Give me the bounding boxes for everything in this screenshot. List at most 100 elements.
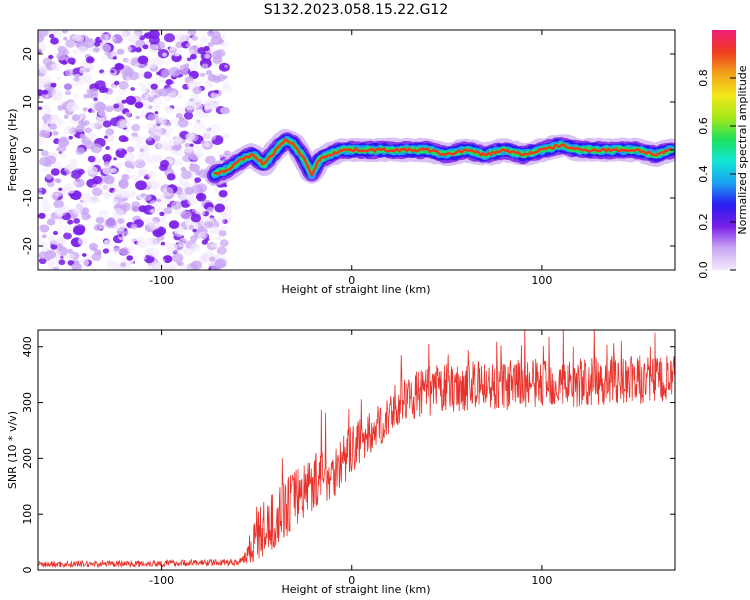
spectrogram-noise-blob xyxy=(175,41,184,49)
spectrogram-noise-blob xyxy=(118,234,123,237)
spectrogram-noise-blob xyxy=(174,136,183,143)
spectrogram-noise-blob xyxy=(118,147,123,151)
spectrogram-noise-blob xyxy=(134,143,141,149)
spectrogram-noise-blob xyxy=(208,83,214,88)
spectrogram-noise-blob xyxy=(196,193,204,200)
spectrogram-noise-blob xyxy=(218,190,228,198)
spectrogram-noise-blob xyxy=(184,100,196,111)
spectrogram-noise-blob xyxy=(73,218,80,224)
spectrogram-noise-blob xyxy=(121,108,130,115)
snr-series-line xyxy=(38,330,675,569)
spectrogram-noise-blob xyxy=(138,73,145,80)
spectrogram-noise-blob xyxy=(115,148,128,159)
spectrogram-noise-blob xyxy=(221,219,228,224)
spectrogram-noise-blob xyxy=(219,154,224,159)
spectrogram-noise-blob xyxy=(195,151,204,158)
spectrogram-noise-blob xyxy=(144,247,155,256)
spectrogram-noise-blob xyxy=(169,149,177,156)
spectrogram-noise-blob xyxy=(130,165,135,169)
y-tick-label: 0 xyxy=(21,147,34,154)
spectrogram-noise-blob xyxy=(168,220,180,229)
spectrogram-noise-blob xyxy=(39,129,47,137)
spectrogram-noise-blob xyxy=(213,242,220,248)
spectrogram-noise-blob xyxy=(125,230,133,236)
spectrogram-noise-blob xyxy=(182,154,192,163)
spectrogram-noise-blob xyxy=(95,102,107,112)
spectrogram-noise-blob xyxy=(121,99,127,104)
spectrogram-noise-blob xyxy=(180,170,192,180)
spectrogram-noise-blob xyxy=(102,192,107,196)
spectrogram-noise-layer xyxy=(38,30,232,270)
spectrogram-noise-blob xyxy=(199,72,206,78)
spectrogram-noise-blob xyxy=(53,31,63,39)
spectrogram-noise-blob xyxy=(41,167,48,173)
spectrogram-noise-blob xyxy=(158,116,168,124)
spectrogram-noise-blob xyxy=(180,210,192,220)
spectrogram-noise-blob xyxy=(82,253,87,257)
spectrogram-noise-blob xyxy=(167,203,173,208)
spectrogram-noise-blob xyxy=(87,155,96,163)
spectrogram-noise-blob xyxy=(205,155,216,165)
spectrogram-noise-blob xyxy=(222,132,231,140)
spectrogram-noise-blob xyxy=(71,114,81,121)
spectrogram-noise-blob xyxy=(71,262,82,270)
spectrogram-noise-blob xyxy=(127,246,136,253)
spectrogram-noise-blob xyxy=(219,239,229,247)
spectrogram-noise-blob xyxy=(154,111,159,115)
colorbar-tick-label: 0.2 xyxy=(697,213,710,231)
spectrogram-noise-blob xyxy=(84,127,92,134)
spectrogram-noise-blob xyxy=(72,48,78,54)
spectrogram-noise-blob xyxy=(60,256,64,259)
spectrogram-noise-blob xyxy=(203,45,210,52)
spectrogram-noise-blob xyxy=(190,243,201,253)
spectrogram-noise-blob xyxy=(53,230,58,236)
spectrogram-noise-blob xyxy=(148,247,160,258)
spectrogram-noise-blob xyxy=(158,68,170,78)
colorbar-bar xyxy=(712,30,736,270)
spectrogram-noise-blob xyxy=(139,82,144,87)
spectrogram-noise-blob xyxy=(46,218,56,226)
spectrogram-noise-blob xyxy=(189,143,194,147)
spectrogram-noise-blob xyxy=(38,30,49,38)
spectrogram-noise-blob xyxy=(196,183,208,193)
spectrogram-noise-blob xyxy=(44,249,57,260)
spectrogram-noise-blob xyxy=(135,155,144,162)
spectrogram-noise-blob xyxy=(105,105,114,113)
spectrogram-noise-blob xyxy=(50,243,58,250)
spectrogram-noise-blob xyxy=(147,114,156,121)
spectrogram-noise-blob xyxy=(118,180,129,189)
spectrogram-noise-blob xyxy=(118,135,128,143)
spectrogram-noise-blob xyxy=(98,183,108,191)
spectrogram-noise-blob xyxy=(101,71,108,77)
spectrogram-noise-blob xyxy=(164,120,172,127)
spectrogram-noise-blob xyxy=(73,94,80,99)
spectrogram-noise-blob xyxy=(196,109,203,115)
spectrogram-noise-blob xyxy=(204,221,213,229)
spectrogram-noise-blob xyxy=(192,86,202,95)
spectrogram-noise-blob xyxy=(105,128,115,136)
spectrogram-noise-blob xyxy=(128,175,134,180)
spectrogram-noise-blob xyxy=(112,85,116,89)
spectrogram-noise-blob xyxy=(79,66,86,72)
spectrogram-noise-blob xyxy=(173,188,177,192)
spectrogram-noise-blob xyxy=(190,53,197,60)
spectrogram-noise-blob xyxy=(139,148,145,153)
spectrogram-noise-blob xyxy=(189,163,194,167)
spectrogram-noise-blob xyxy=(214,203,226,213)
spectrogram-noise-blob xyxy=(41,150,49,157)
spectrogram-noise-blob xyxy=(117,48,125,55)
spectrogram-noise-blob xyxy=(178,193,188,201)
spectrogram-noise-blob xyxy=(103,239,114,248)
spectrogram-noise-blob xyxy=(216,72,221,77)
spectrogram-noise-blob xyxy=(38,41,48,52)
spectrogram-noise-blob xyxy=(49,33,55,39)
spectrogram-noise-blob xyxy=(146,122,158,132)
spectrogram-noise-blob xyxy=(218,229,227,237)
spectrogram-noise-blob xyxy=(104,135,108,139)
spectrogram-noise-blob xyxy=(156,71,161,76)
spectrogram-noise-blob xyxy=(86,132,97,141)
spectrogram-noise-blob xyxy=(111,199,119,205)
spectrogram-noise-blob xyxy=(38,212,46,219)
spectrogram-noise-blob xyxy=(38,88,44,97)
spectrogram-noise-blob xyxy=(102,120,112,128)
